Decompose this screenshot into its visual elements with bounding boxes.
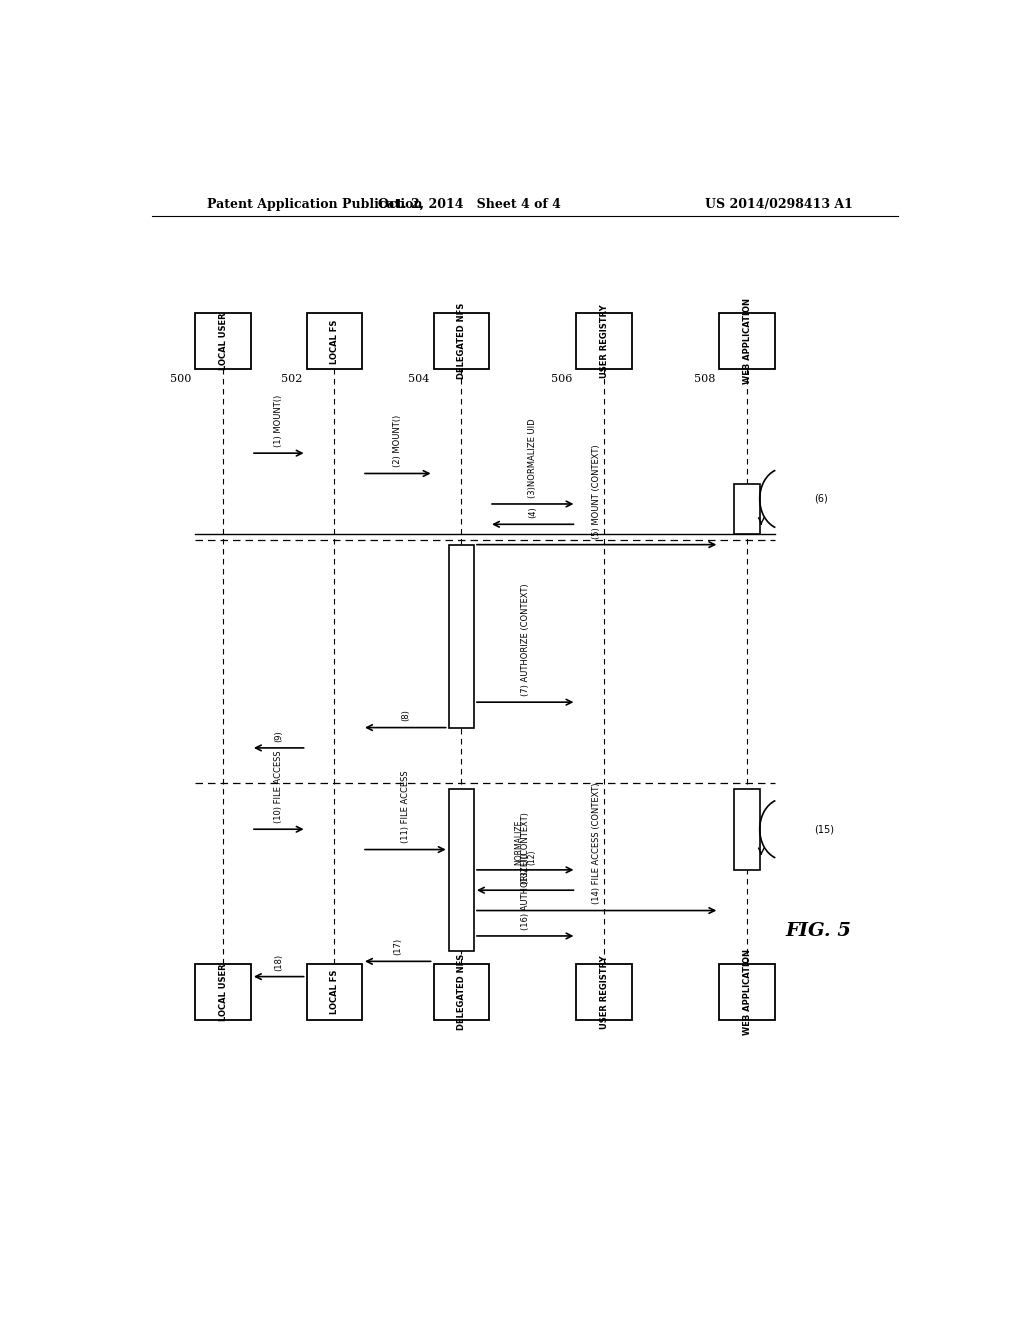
Text: (15): (15) (814, 824, 834, 834)
Bar (306, 964, 362, 1020)
Text: LOCAL FS: LOCAL FS (330, 319, 339, 363)
Bar (577, 964, 632, 1020)
Bar (577, 313, 632, 370)
Bar (433, 313, 489, 370)
Text: (6): (6) (814, 494, 827, 504)
Text: WEB APPLICATION: WEB APPLICATION (742, 298, 752, 384)
Text: Oct. 2, 2014   Sheet 4 of 4: Oct. 2, 2014 Sheet 4 of 4 (378, 198, 561, 211)
Bar (196, 313, 251, 370)
Text: (17): (17) (393, 939, 402, 956)
Text: (7) AUTHORIZE (CONTEXT): (7) AUTHORIZE (CONTEXT) (520, 583, 529, 696)
Text: LOCAL FS: LOCAL FS (330, 970, 339, 1014)
Text: (1) MOUNT(): (1) MOUNT() (274, 395, 284, 447)
Text: WEB APPLICATION: WEB APPLICATION (742, 949, 752, 1035)
Text: (12): (12) (527, 849, 536, 865)
Text: DELEGATED NFS: DELEGATED NFS (457, 954, 466, 1030)
Text: (13): (13) (520, 867, 529, 884)
Text: (16) AUTHORIZE (CONTEXT): (16) AUTHORIZE (CONTEXT) (520, 812, 529, 929)
Bar (433, 964, 489, 1020)
Text: (4): (4) (528, 507, 538, 519)
Bar (719, 313, 775, 370)
Text: (9): (9) (274, 730, 284, 742)
Text: UID: UID (520, 851, 529, 865)
Text: 508: 508 (694, 375, 715, 384)
Text: (18): (18) (274, 953, 284, 970)
Text: (10) FILE ACCESS: (10) FILE ACCESS (274, 751, 284, 824)
Text: DELEGATED NFS: DELEGATED NFS (457, 304, 466, 379)
Text: 504: 504 (409, 375, 430, 384)
Bar (719, 964, 775, 1020)
Text: LOCAL USER: LOCAL USER (219, 964, 227, 1020)
Bar (734, 788, 760, 870)
Bar (306, 313, 362, 370)
Bar (734, 483, 760, 535)
Text: 502: 502 (282, 375, 303, 384)
Text: USER REGISTRY: USER REGISTRY (600, 956, 608, 1028)
Bar (449, 545, 474, 727)
Text: (8): (8) (400, 710, 410, 722)
Text: Patent Application Publication: Patent Application Publication (207, 198, 423, 211)
Text: (14) FILE ACCESS (CONTEXT): (14) FILE ACCESS (CONTEXT) (592, 783, 601, 904)
Text: (5) MOUNT (CONTEXT): (5) MOUNT (CONTEXT) (592, 444, 601, 539)
Text: LOCAL USER: LOCAL USER (219, 313, 227, 370)
Bar (449, 788, 474, 952)
Text: USER REGISTRY: USER REGISTRY (600, 305, 608, 378)
Text: (2) MOUNT(): (2) MOUNT() (393, 414, 402, 467)
Text: (11) FILE ACCESS: (11) FILE ACCESS (400, 771, 410, 843)
Text: 506: 506 (551, 375, 572, 384)
Text: 500: 500 (170, 375, 191, 384)
Text: NORMALIZE: NORMALIZE (514, 820, 523, 865)
Bar (196, 964, 251, 1020)
Text: (3)NORMALIZE UID: (3)NORMALIZE UID (528, 418, 538, 498)
Text: FIG. 5: FIG. 5 (785, 921, 851, 940)
Text: US 2014/0298413 A1: US 2014/0298413 A1 (705, 198, 853, 211)
